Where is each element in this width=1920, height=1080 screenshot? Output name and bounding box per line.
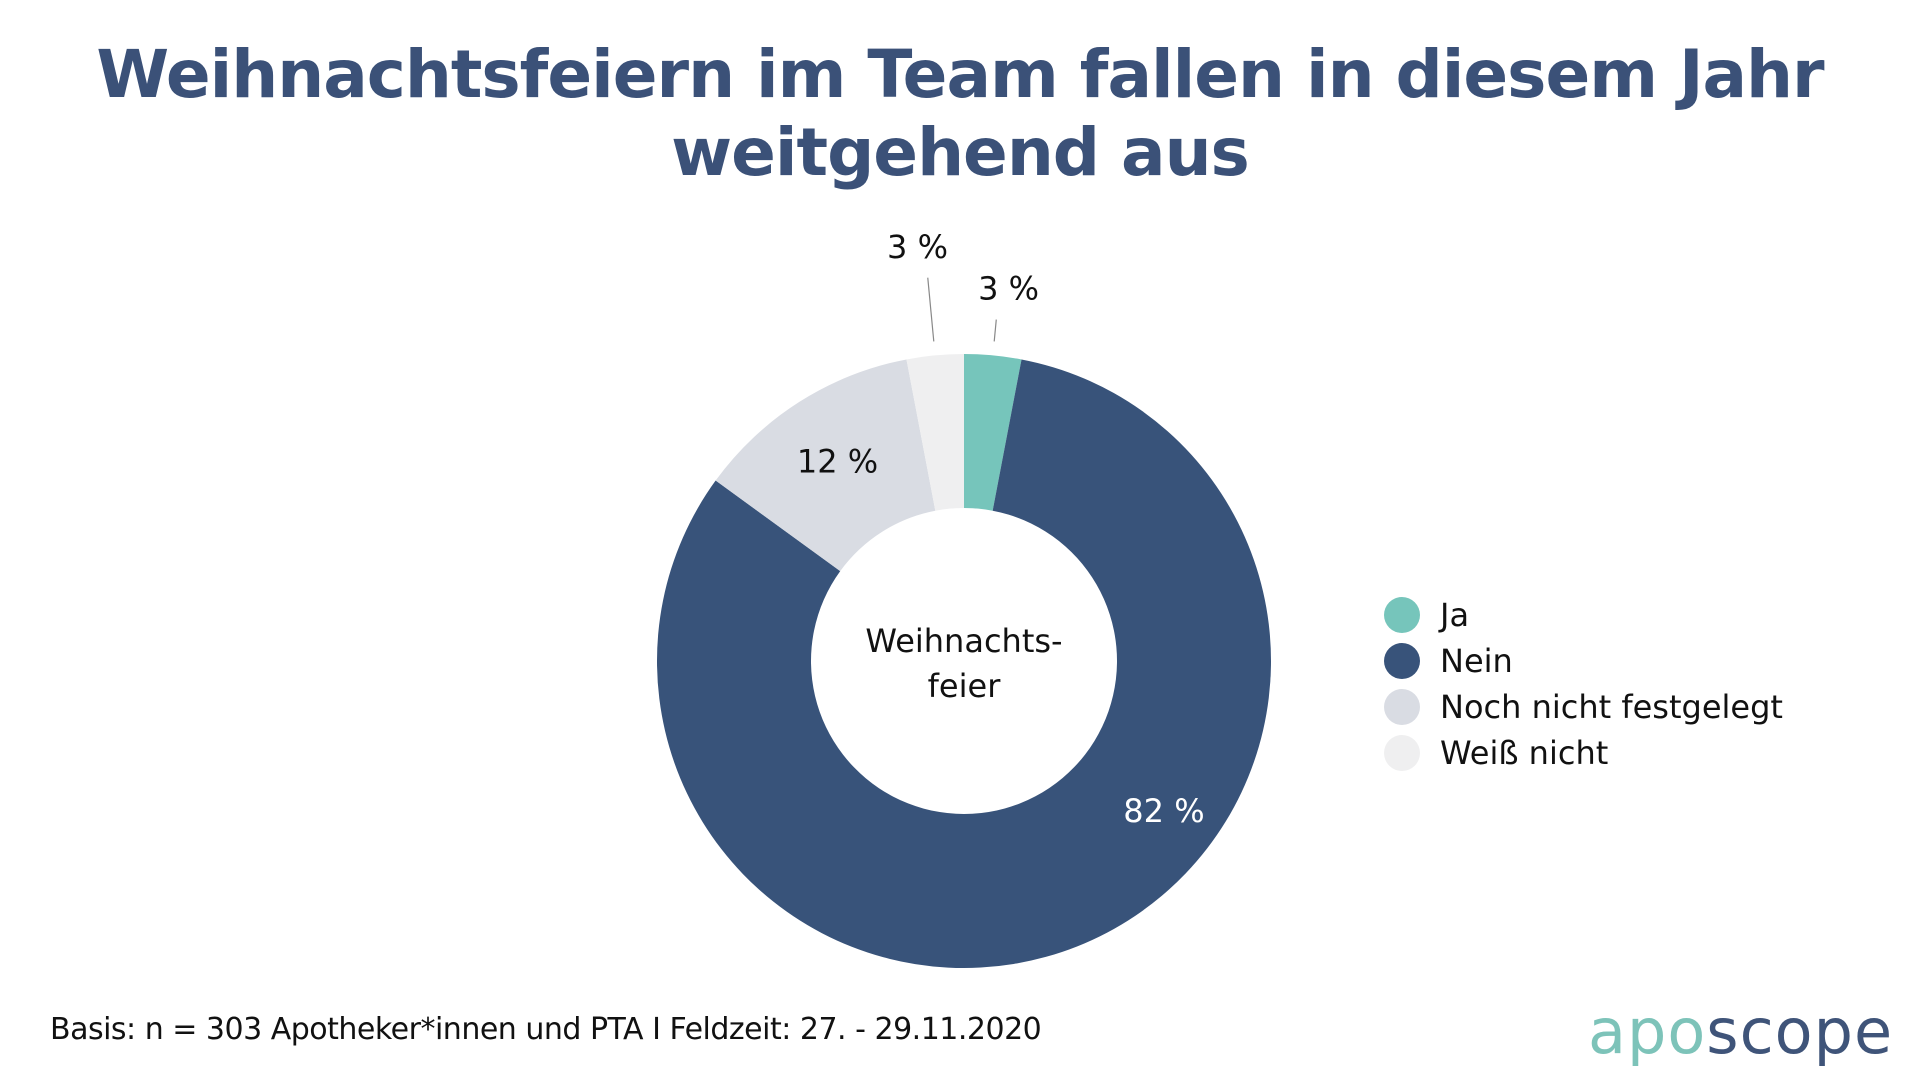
leader-lines xyxy=(927,277,997,342)
legend-item-noch-nicht-festgelegt: Noch nicht festgelegt xyxy=(1384,684,1783,730)
legend-swatch-noch-nicht-festgelegt xyxy=(1384,689,1420,725)
logo-part-scope: scope xyxy=(1706,995,1894,1068)
leader-line xyxy=(993,319,997,342)
logo-part-apo: apo xyxy=(1588,995,1707,1068)
chart-title: Weihnachtsfeiern im Team fallen in diese… xyxy=(0,36,1920,192)
slice-ja xyxy=(964,354,1022,511)
slice-label-nein: 82 % xyxy=(1123,792,1204,830)
slice-labels: 3 % 82 % 12 % 3 % xyxy=(797,228,1205,830)
legend-swatch-weiss-nicht xyxy=(1384,735,1420,771)
slice-label-wei-nicht: 3 % xyxy=(887,228,948,266)
slice-label-ja: 3 % xyxy=(978,270,1039,308)
legend-label: Nein xyxy=(1440,642,1513,680)
legend-label: Weiß nicht xyxy=(1440,734,1609,772)
legend-item-weiss-nicht: Weiß nicht xyxy=(1384,730,1783,776)
center-label-line-1: Weihnachts- xyxy=(865,622,1062,660)
chart-title-line-2: weitgehend aus xyxy=(671,114,1250,191)
donut-slices xyxy=(656,354,1271,968)
chart-title-line-1: Weihnachtsfeiern im Team fallen in diese… xyxy=(96,36,1824,113)
footer-note: Basis: n = 303 Apotheker*innen und PTA I… xyxy=(50,1012,1042,1047)
leader-line xyxy=(927,277,935,342)
center-label-line-2: feier xyxy=(928,667,1002,705)
legend-swatch-nein xyxy=(1384,643,1420,679)
slice-noch-nicht-festgelegt xyxy=(715,359,936,572)
legend: Ja Nein Noch nicht festgelegt Weiß nicht xyxy=(1384,592,1783,776)
legend-label: Ja xyxy=(1440,596,1470,634)
slice-nein xyxy=(656,359,1271,968)
legend-item-ja: Ja xyxy=(1384,592,1783,638)
slice-wei-nicht xyxy=(906,354,964,511)
aposcope-logo: aposcope xyxy=(1588,995,1893,1068)
legend-label: Noch nicht festgelegt xyxy=(1440,688,1783,726)
legend-swatch-ja xyxy=(1384,597,1420,633)
slice-label-noch-nicht-festgelegt: 12 % xyxy=(797,443,878,481)
legend-item-nein: Nein xyxy=(1384,638,1783,684)
